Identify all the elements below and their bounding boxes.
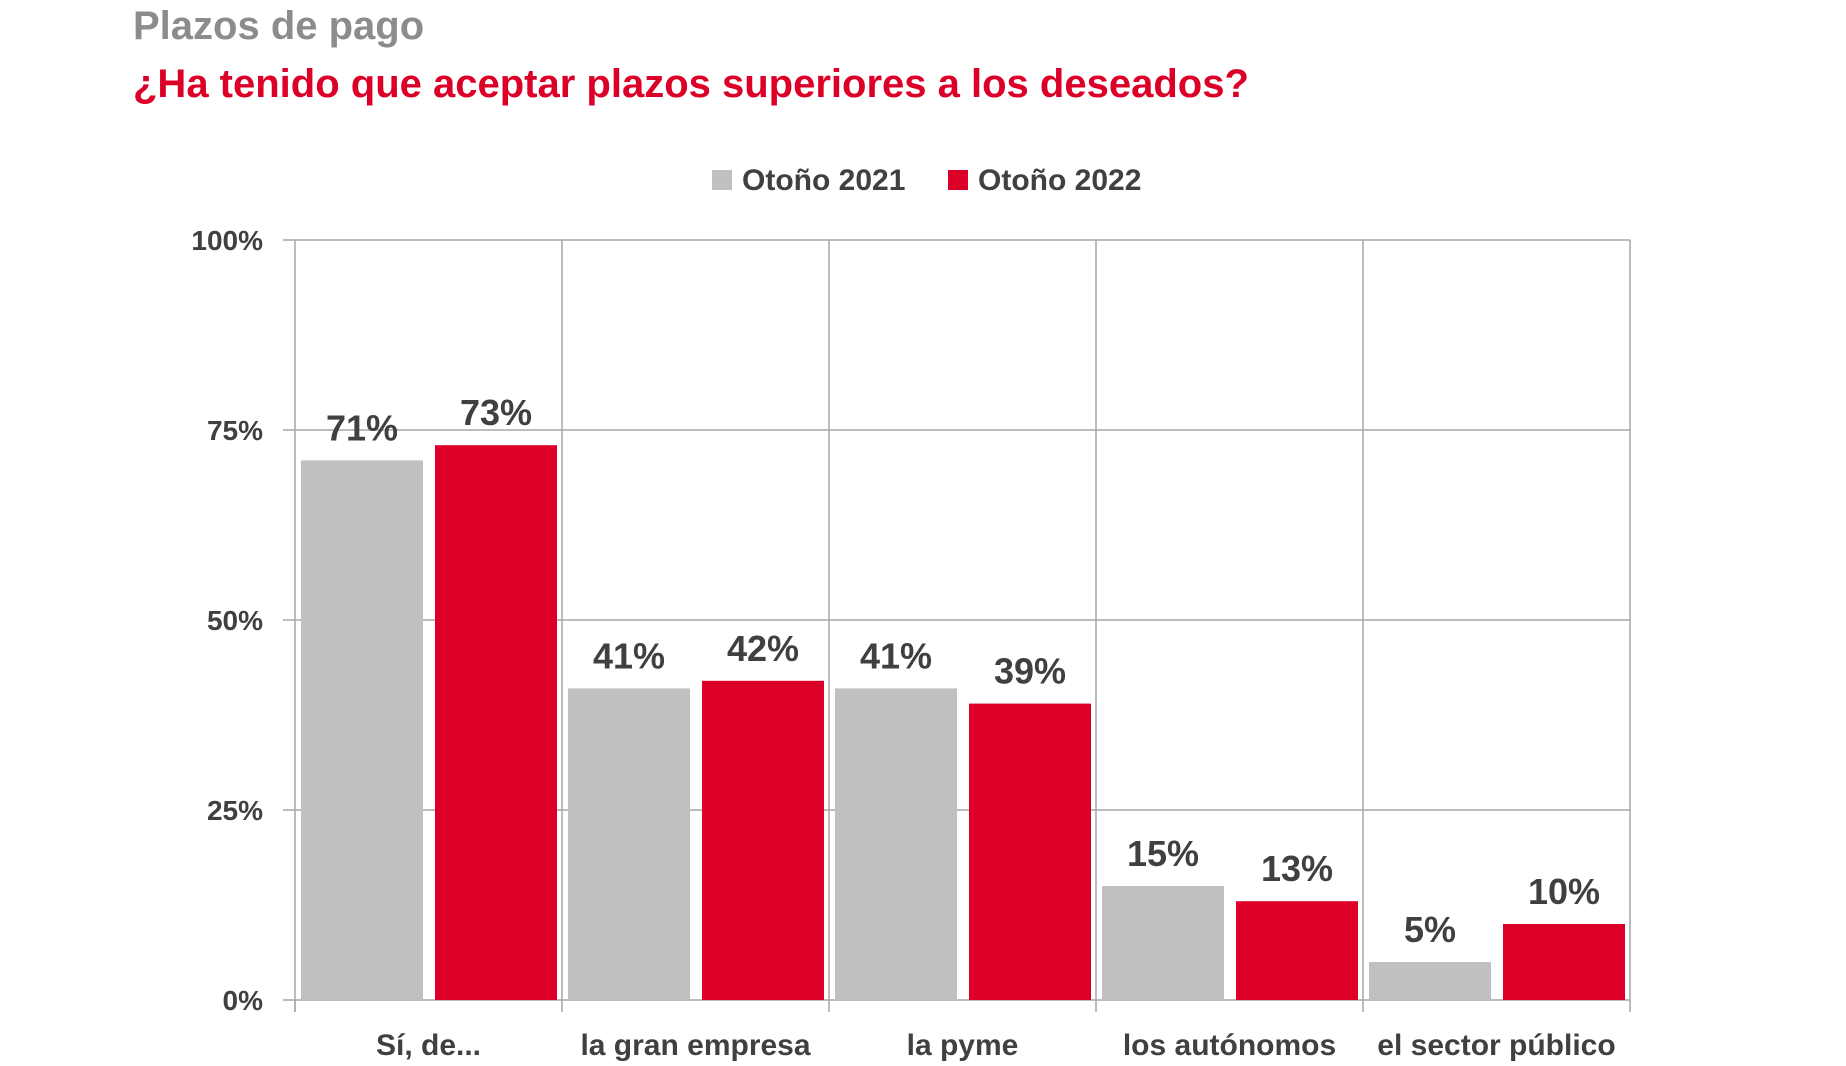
data-label: 15% [1127, 833, 1199, 874]
data-label: 41% [860, 635, 932, 676]
x-tick-label: la pyme [907, 1029, 1019, 1062]
y-tick-label: 25% [207, 795, 263, 826]
legend-swatch [948, 170, 968, 190]
bar [301, 460, 423, 1000]
y-tick-label: 100% [191, 225, 263, 256]
y-tick-label: 75% [207, 415, 263, 446]
chart-title: Plazos de pago [133, 4, 425, 48]
legend-label: Otoño 2021 [742, 164, 905, 197]
data-labels: 71% 73% 41% 42% 41% 39% 15% 13% 5% 10% [326, 392, 1600, 950]
chart-subtitle: ¿Ha tenido que aceptar plazos superiores… [133, 62, 1249, 106]
bars [301, 445, 1625, 1000]
x-tick-label: el sector público [1377, 1029, 1615, 1062]
x-tick-label: Sí, de... [376, 1029, 481, 1062]
bar [835, 688, 957, 1000]
bar [1503, 924, 1625, 1000]
data-label: 13% [1261, 848, 1333, 889]
bar [568, 688, 690, 1000]
data-label: 42% [727, 628, 799, 669]
data-label: 10% [1528, 871, 1600, 912]
y-tick-label: 0% [223, 985, 264, 1016]
data-label: 39% [994, 651, 1066, 692]
y-tick-label: 50% [207, 605, 263, 636]
x-tick-label: los autónomos [1123, 1029, 1336, 1062]
bar [1369, 962, 1491, 1000]
legend-swatch [712, 170, 732, 190]
data-label: 73% [460, 392, 532, 433]
bar [1102, 886, 1224, 1000]
legend-label: Otoño 2022 [978, 164, 1141, 197]
bar [969, 703, 1091, 1000]
data-label: 71% [326, 407, 398, 448]
x-tick-label: la gran empresa [580, 1029, 810, 1062]
legend: Otoño 2021 Otoño 2022 [712, 164, 1141, 197]
data-label: 5% [1404, 909, 1456, 950]
bar [435, 445, 557, 1000]
y-tick-labels: 0% 25% 50% 75% 100% [191, 225, 263, 1016]
bar [702, 680, 824, 1000]
bar [1236, 901, 1358, 1000]
x-tick-labels: Sí, de... la gran empresa la pyme los autón… [376, 1029, 1616, 1062]
data-label: 41% [593, 635, 665, 676]
